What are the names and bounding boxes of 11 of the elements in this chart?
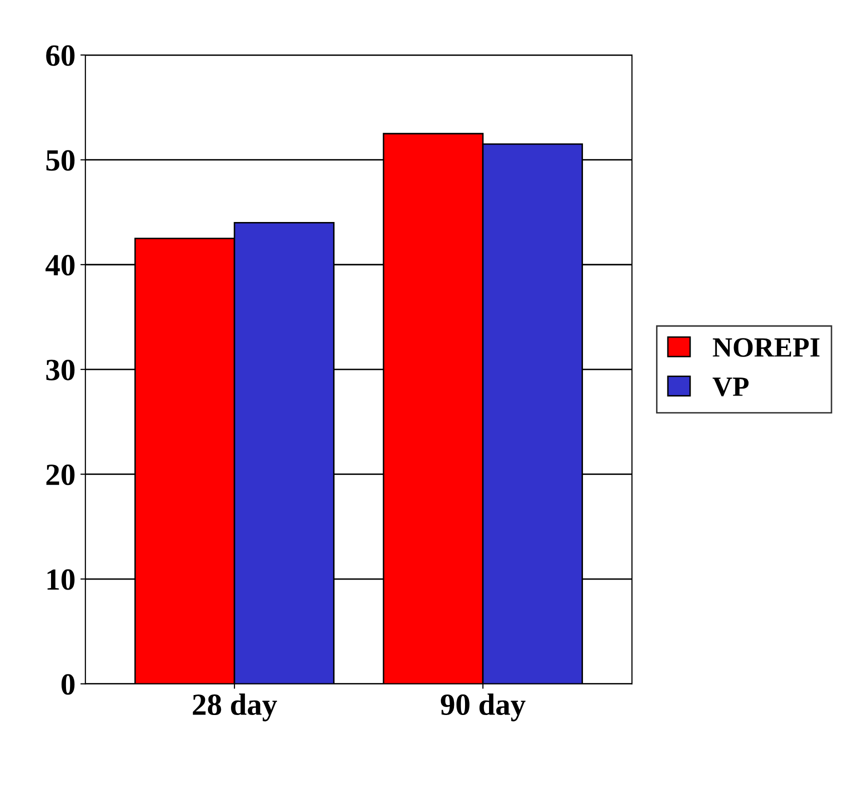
y-tick-label: 20	[46, 464, 75, 486]
y-tick-label: 50	[46, 150, 75, 171]
y-tick-label: 60	[46, 45, 75, 66]
legend-label: VP	[712, 378, 749, 396]
legend-label: NOREPI	[712, 338, 820, 357]
y-tick-label: 0	[62, 674, 75, 695]
x-tick-label: 90 day	[440, 694, 526, 722]
y-tick-label: 10	[48, 569, 75, 590]
y-tick-label: 40	[46, 254, 75, 276]
y-tick-label: 30	[46, 360, 75, 380]
x-tick-label: 28 day	[192, 694, 278, 722]
